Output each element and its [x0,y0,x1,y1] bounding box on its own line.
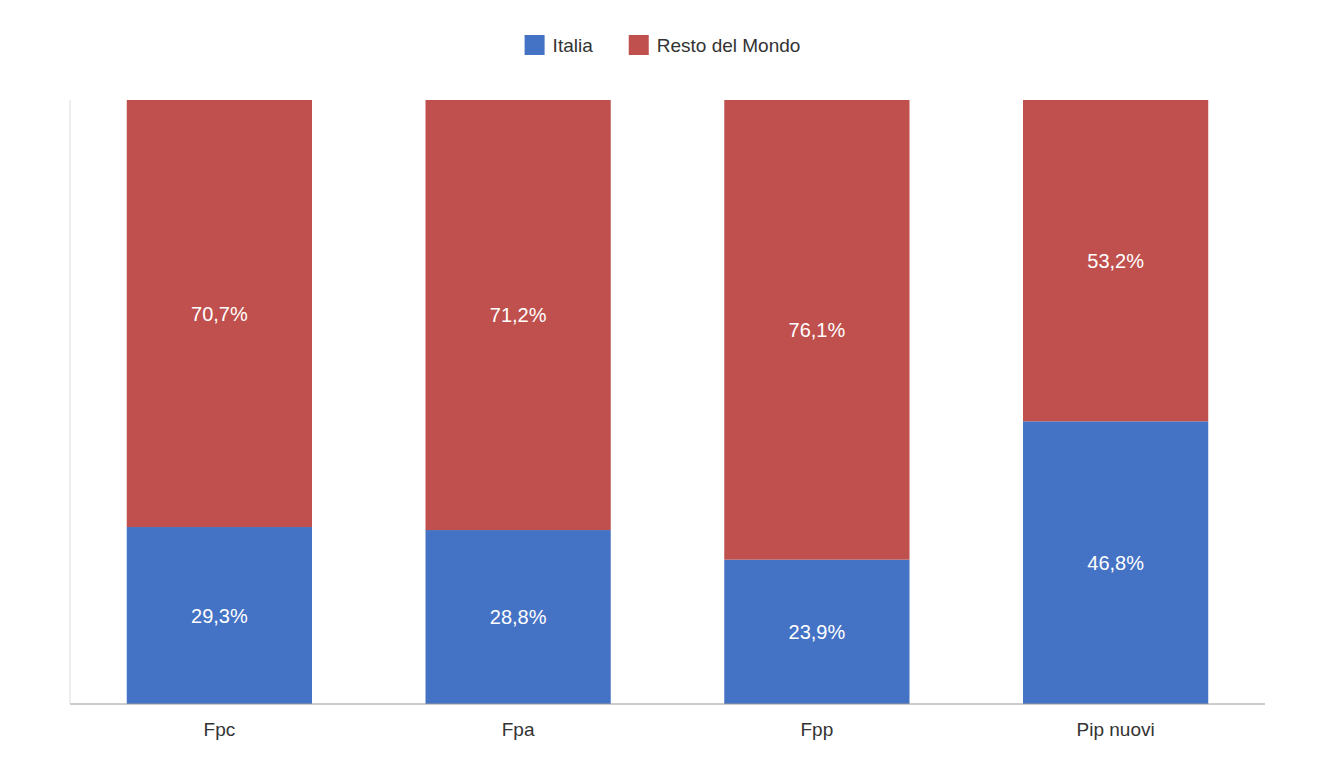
legend-label: Italia [553,35,594,56]
bar-segment [1023,100,1208,421]
legend-swatch [525,35,545,55]
axes: Fpc Fpa Fpp Pip nuovi [70,100,1265,740]
legend-item: Italia [525,35,594,56]
chart-svg: 29,3% 28,8% 23,9% 46,8% 70,7% 71,2% 76,1% 53,2%… [0,0,1325,774]
data-label: 71,2% [490,304,547,326]
legend: Italia Resto del Mondo [525,35,801,56]
bar-segment [724,100,909,560]
data-labels: 29,3% 28,8% 23,9% 46,8% 70,7% 71,2% 76,1% 53,2% [191,250,1144,643]
bar-segment [724,560,909,704]
bar-segment [426,530,611,704]
bars [127,100,1208,704]
x-tick-label: Fpa [502,719,535,740]
legend-item: Resto del Mondo [629,35,801,56]
x-tick-label: Fpp [801,719,834,740]
data-label: 23,9% [789,621,846,643]
bar-segment [127,100,312,527]
data-label: 70,7% [191,303,248,325]
y-axis-line [70,100,71,704]
chart-container: 29,3% 28,8% 23,9% 46,8% 70,7% 71,2% 76,1% 53,2%… [0,0,1325,774]
data-label: 53,2% [1087,250,1144,272]
bar-segment [426,100,611,530]
legend-label: Resto del Mondo [657,35,801,56]
data-label: 46,8% [1087,552,1144,574]
bar-segment [127,527,312,704]
x-axis-line [70,704,1265,705]
data-label: 29,3% [191,605,248,627]
x-tick-label: Pip nuovi [1077,719,1155,740]
bar-segment [1023,421,1208,704]
x-tick-label: Fpc [204,719,236,740]
data-label: 76,1% [789,319,846,341]
data-label: 28,8% [490,606,547,628]
legend-swatch [629,35,649,55]
